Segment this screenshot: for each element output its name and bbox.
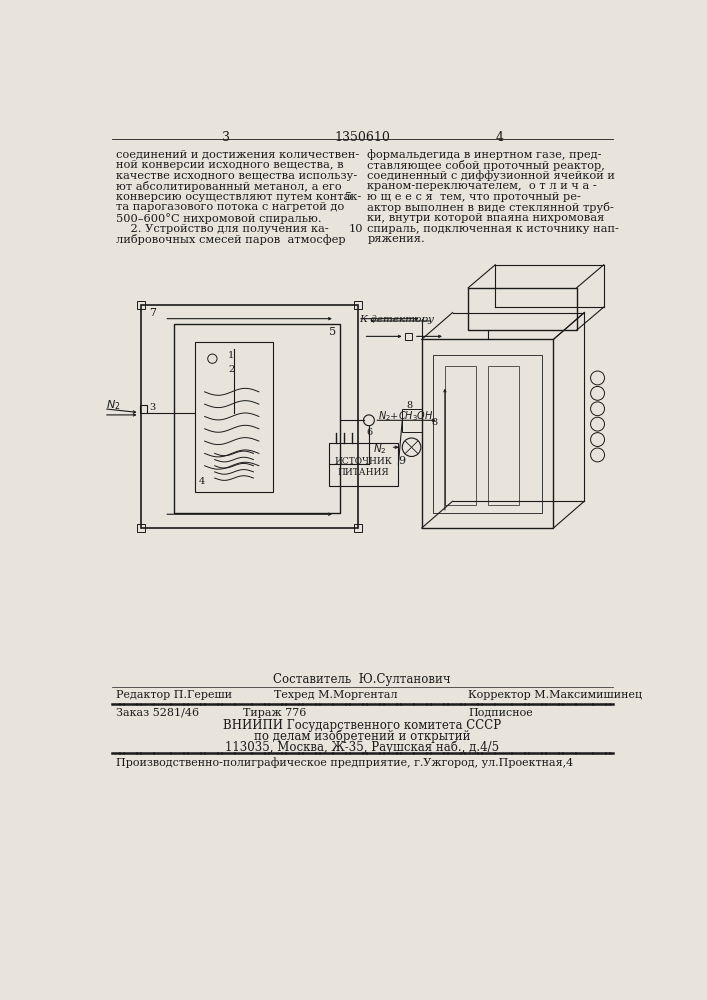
Text: 5: 5 <box>344 192 352 202</box>
Text: Составитель  Ю.Султанович: Составитель Ю.Султанович <box>273 673 451 686</box>
Text: 8: 8 <box>431 418 437 427</box>
Text: 3: 3 <box>150 403 156 412</box>
Text: Редактор П.Гереши: Редактор П.Гереши <box>115 690 232 700</box>
Text: 1: 1 <box>228 351 234 360</box>
Bar <box>354 301 362 309</box>
Text: формальдегида в инертном газе, пред-: формальдегида в инертном газе, пред- <box>368 149 602 160</box>
Text: краном-переключателем,  о т л и ч а -: краном-переключателем, о т л и ч а - <box>368 181 597 191</box>
Text: 2: 2 <box>228 365 234 374</box>
Text: соединенный с диффузионной ячейкой и: соединенный с диффузионной ячейкой и <box>368 171 615 181</box>
Bar <box>402 409 421 432</box>
Text: Тираж 776: Тираж 776 <box>243 708 307 718</box>
Text: ПИТАНИЯ: ПИТАНИЯ <box>338 468 390 477</box>
Bar <box>329 443 398 486</box>
Bar <box>488 366 518 505</box>
Text: ставляющее собой проточный реактор,: ставляющее собой проточный реактор, <box>368 160 605 171</box>
Bar <box>174 324 340 513</box>
Text: Техред М.Моргентал: Техред М.Моргентал <box>274 690 398 700</box>
Text: 8: 8 <box>406 401 412 410</box>
Text: Производственно-полиграфическое предприятие, г.Ужгород, ул.Проектная,4: Производственно-полиграфическое предприя… <box>115 757 573 768</box>
Text: 500–600°С нихромовой спиралью.: 500–600°С нихромовой спиралью. <box>115 213 321 224</box>
Text: спираль, подключенная к источнику нап-: спираль, подключенная к источнику нап- <box>368 224 619 234</box>
Text: 4: 4 <box>495 131 503 144</box>
Bar <box>468 288 577 330</box>
Bar <box>195 342 273 492</box>
Text: Корректор М.Максимишинец: Корректор М.Максимишинец <box>468 690 642 700</box>
Text: ИСТОЧНИК: ИСТОЧНИК <box>334 457 392 466</box>
Text: Заказ 5281/46: Заказ 5281/46 <box>115 708 199 718</box>
Text: соединений и достижения количествен-: соединений и достижения количествен- <box>115 149 358 159</box>
Text: ВНИИПИ Государственного комитета СССР: ВНИИПИ Государственного комитета СССР <box>223 719 501 732</box>
Bar <box>139 405 147 413</box>
Text: актор выполнен в виде стеклянной труб-: актор выполнен в виде стеклянной труб- <box>368 202 614 213</box>
Text: 1350610: 1350610 <box>334 131 390 144</box>
Text: 5: 5 <box>329 327 337 337</box>
Bar <box>137 524 145 532</box>
Text: 3: 3 <box>221 131 230 144</box>
Text: та парогазового потока с нагретой до: та парогазового потока с нагретой до <box>115 202 344 212</box>
Text: 7: 7 <box>149 308 156 318</box>
Text: 9: 9 <box>398 456 406 466</box>
Bar <box>141 305 358 528</box>
Text: ют абсолитированный метанол, а его: ют абсолитированный метанол, а его <box>115 181 341 192</box>
Text: конверсию осуществляют путем контак-: конверсию осуществляют путем контак- <box>115 192 361 202</box>
Bar <box>445 366 476 505</box>
Bar <box>354 524 362 532</box>
Text: $N_2$: $N_2$ <box>106 398 121 412</box>
Bar <box>137 301 145 309</box>
Text: 2. Устройство для получения ка-: 2. Устройство для получения ка- <box>115 224 328 234</box>
Text: ю щ е е с я  тем, что проточный ре-: ю щ е е с я тем, что проточный ре- <box>368 192 581 202</box>
Text: 10: 10 <box>349 224 363 234</box>
Bar <box>421 339 554 528</box>
Text: по делам изобретений и открытий: по делам изобретений и открытий <box>254 730 470 743</box>
Text: либровочных смесей паров  атмосфер: либровочных смесей паров атмосфер <box>115 234 345 245</box>
Text: Подписное: Подписное <box>468 708 533 718</box>
Bar <box>404 333 412 340</box>
Text: качестве исходного вещества использу-: качестве исходного вещества использу- <box>115 171 357 181</box>
Text: ки, внутри которой впаяна нихромовая: ки, внутри которой впаяна нихромовая <box>368 213 604 223</box>
Text: ряжения.: ряжения. <box>368 234 425 244</box>
Text: 4: 4 <box>199 477 206 486</box>
Text: К детектору: К детектору <box>360 315 435 324</box>
Text: ной конверсии исходного вещества, в: ной конверсии исходного вещества, в <box>115 160 343 170</box>
Text: $N_2$+$CH_3OH$: $N_2$+$CH_3OH$ <box>378 410 434 423</box>
Bar <box>433 355 542 513</box>
Text: $N_2$: $N_2$ <box>373 443 387 456</box>
Text: 6: 6 <box>367 428 373 437</box>
Text: 113035, Москва, Ж-35, Раушская наб., д.4/5: 113035, Москва, Ж-35, Раушская наб., д.4… <box>225 741 499 754</box>
